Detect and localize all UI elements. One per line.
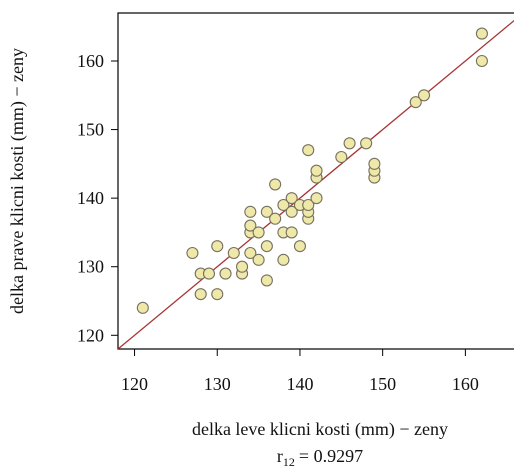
y-axis-ticks: 120 130 140 150 160 [77, 51, 118, 345]
data-point [335, 150, 348, 164]
data-point [310, 192, 323, 205]
data-point [244, 246, 257, 260]
data-point [285, 226, 298, 239]
data-point [269, 212, 282, 225]
data-point [244, 219, 257, 232]
data-point [360, 137, 373, 150]
plot-area-frame [117, 12, 514, 350]
y-tick-label: 120 [77, 325, 104, 345]
data-point [211, 288, 224, 301]
data-point [302, 198, 315, 212]
data-point [211, 240, 224, 253]
data-point [260, 274, 273, 287]
data-point [293, 240, 307, 253]
y-tick-label: 140 [77, 188, 104, 208]
data-point [227, 246, 240, 260]
x-tick-label: 140 [286, 374, 313, 394]
data-point [236, 260, 249, 273]
correlation-label: r12 = 0.9297 [277, 446, 363, 467]
data-point [310, 164, 323, 177]
y-tick-label: 130 [77, 257, 104, 277]
x-tick-label: 120 [121, 374, 148, 394]
data-point [260, 205, 273, 218]
data-point [368, 157, 381, 170]
y-tick-label: 160 [77, 51, 104, 71]
x-axis-title: delka leve klicni kosti (mm) − zeny [192, 419, 448, 440]
correlation-value: = 0.9297 [299, 446, 363, 466]
data-point [475, 27, 488, 40]
data-point [219, 267, 232, 280]
y-axis-title: delka prave klicni kosti (mm) − zeny [7, 48, 28, 314]
data-points [136, 27, 488, 314]
data-point [260, 240, 273, 253]
data-point [136, 301, 149, 314]
x-tick-label: 160 [452, 374, 479, 394]
data-point [343, 137, 356, 150]
data-point [194, 288, 207, 301]
data-point [277, 253, 290, 266]
regression-line [118, 19, 514, 349]
data-point [285, 192, 298, 205]
data-point [302, 144, 315, 157]
correlation-subscript: 12 [283, 455, 295, 467]
data-point [202, 267, 216, 280]
data-point [475, 54, 488, 68]
x-tick-label: 150 [369, 374, 396, 394]
data-point [277, 198, 290, 212]
data-point [252, 226, 265, 239]
x-axis-ticks: 120 130 140 150 160 [121, 349, 479, 394]
data-point [269, 178, 282, 191]
y-tick-label: 150 [77, 120, 104, 140]
data-point [252, 253, 265, 266]
correlation-symbol: r [277, 446, 283, 466]
data-point [285, 205, 298, 218]
x-tick-label: 130 [204, 374, 231, 394]
data-point [417, 89, 431, 102]
data-point [409, 96, 422, 109]
data-point [186, 246, 199, 260]
data-point [244, 205, 257, 218]
